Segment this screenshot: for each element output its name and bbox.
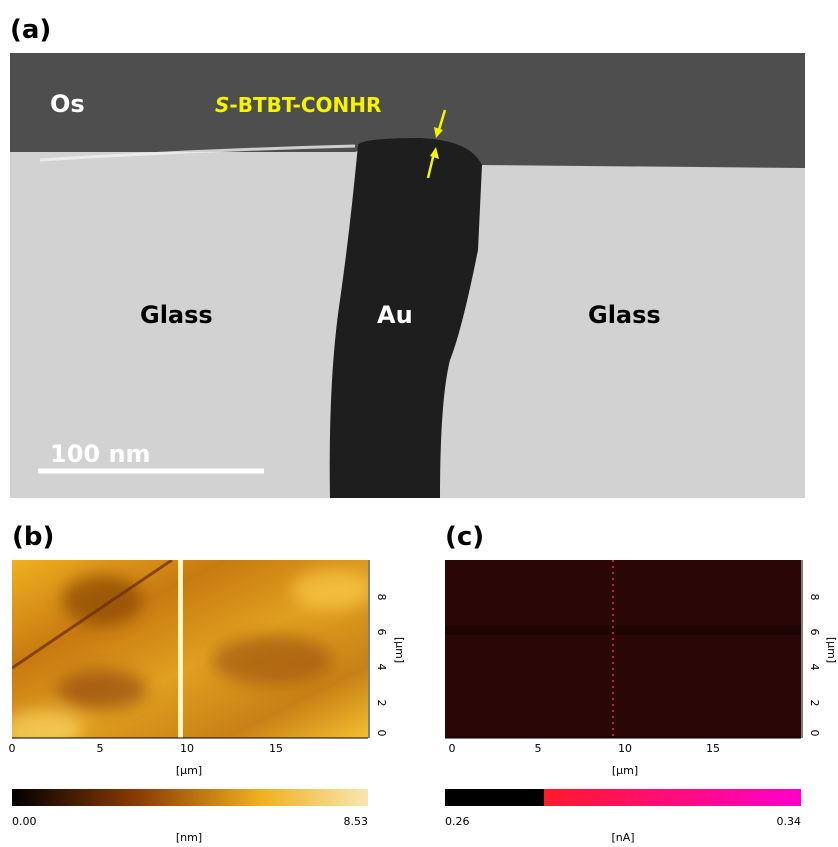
colorbar-min: 0.00 bbox=[12, 815, 37, 828]
colorbar-unit: [nA] bbox=[611, 831, 634, 844]
molecule-italic: S bbox=[215, 93, 229, 117]
panel-label: (b) bbox=[12, 522, 54, 552]
au-line bbox=[178, 560, 183, 738]
y-tick-label: 2 bbox=[808, 700, 821, 707]
molecule-label: S-BTBT-CONHR bbox=[215, 93, 381, 117]
page: (a) Os S-BTBT-CONHR Glass Au Glass 100 n… bbox=[0, 0, 838, 847]
x-tick-label: 0 bbox=[9, 742, 16, 755]
y-unit: [µm] bbox=[393, 637, 406, 663]
y-tick-label: 2 bbox=[375, 700, 388, 707]
y-tick-label: 6 bbox=[808, 629, 821, 636]
c-x-axis: 0 5 10 15 [µm] bbox=[445, 738, 801, 777]
y-tick-label: 6 bbox=[375, 629, 388, 636]
y-tick-label: 0 bbox=[375, 730, 388, 737]
x-tick-label: 5 bbox=[535, 742, 542, 755]
colorbar-high bbox=[544, 789, 801, 806]
glass-label: Glass bbox=[140, 301, 213, 329]
b-y-axis: 0 2 4 6 8 [µm] bbox=[369, 560, 406, 738]
molecule-rest: -BTBT-CONHR bbox=[229, 93, 381, 117]
current-background bbox=[445, 560, 801, 738]
current-image bbox=[445, 560, 801, 738]
x-unit: [µm] bbox=[176, 764, 202, 777]
colorbar-unit: [nm] bbox=[176, 831, 202, 844]
os-label: Os bbox=[50, 90, 85, 118]
colorbar-low bbox=[445, 789, 544, 806]
colorbar-max: 0.34 bbox=[777, 815, 802, 828]
colorbar-max: 8.53 bbox=[344, 815, 369, 828]
y-tick-label: 8 bbox=[808, 594, 821, 601]
x-tick-label: 5 bbox=[97, 742, 104, 755]
x-tick-label: 10 bbox=[618, 742, 632, 755]
x-tick-label: 15 bbox=[706, 742, 720, 755]
y-tick-label: 4 bbox=[375, 664, 388, 671]
panel-label: (c) bbox=[445, 522, 484, 552]
panel-label: (a) bbox=[10, 15, 51, 45]
c-y-axis: 0 2 4 6 8 [µm] bbox=[802, 560, 838, 738]
y-tick-label: 8 bbox=[375, 594, 388, 601]
y-unit: [µm] bbox=[825, 637, 838, 663]
glass-label: Glass bbox=[588, 301, 661, 329]
x-tick-label: 10 bbox=[180, 742, 194, 755]
figure: (a) Os S-BTBT-CONHR Glass Au Glass 100 n… bbox=[0, 0, 838, 847]
scale-bar-label: 100 nm bbox=[50, 440, 151, 468]
au-label: Au bbox=[377, 301, 413, 329]
x-tick-label: 15 bbox=[269, 742, 283, 755]
y-tick-label: 0 bbox=[808, 730, 821, 737]
afm-image bbox=[2, 560, 372, 750]
b-x-axis: 0 5 10 15 [µm] bbox=[9, 738, 369, 777]
x-unit: [µm] bbox=[612, 764, 638, 777]
colorbar bbox=[12, 789, 368, 806]
y-tick-label: 4 bbox=[808, 664, 821, 671]
colorbar-min: 0.26 bbox=[445, 815, 470, 828]
current-band bbox=[445, 625, 801, 635]
x-tick-label: 0 bbox=[449, 742, 456, 755]
